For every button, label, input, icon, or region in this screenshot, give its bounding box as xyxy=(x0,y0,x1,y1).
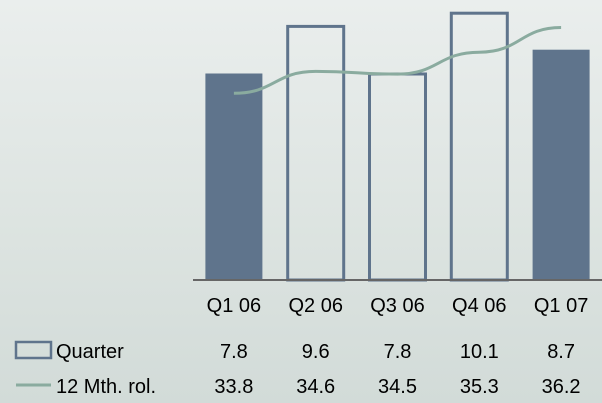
table-cell-rolling: 34.6 xyxy=(296,376,335,398)
table-cell-quarter: 8.7 xyxy=(547,341,575,363)
line-layer xyxy=(233,26,562,95)
table-cell-rolling: 35.3 xyxy=(460,376,499,398)
x-tick-label: Q4 06 xyxy=(452,295,506,317)
table-cell-quarter: 10.1 xyxy=(460,341,499,363)
table-cell-rolling: 33.8 xyxy=(214,376,253,398)
legend-table: Quarter 12 Mth. rol. xyxy=(14,340,156,398)
table-cell-rolling: 36.2 xyxy=(542,376,581,398)
table-cell-rolling: 34.5 xyxy=(378,376,417,398)
x-tick-labels: Q1 06 Q2 06 Q3 06 Q4 06 Q1 07 xyxy=(207,295,589,317)
table-cell-quarter: 7.8 xyxy=(384,341,412,363)
legend-label-quarter: Quarter xyxy=(56,341,124,363)
x-tick-label: Q1 07 xyxy=(534,295,588,317)
legend-row-quarter: Quarter xyxy=(14,340,124,363)
bar-q2-06 xyxy=(286,24,346,282)
legend-label-rolling: 12 Mth. rol. xyxy=(56,376,156,398)
x-tick-label: Q2 06 xyxy=(288,295,342,317)
bar-q3-06 xyxy=(368,72,427,282)
legend-swatch-quarter xyxy=(14,340,53,360)
bar-q1-07 xyxy=(532,49,590,281)
x-tick-label: Q1 06 xyxy=(207,295,261,317)
table-cell-quarter: 7.8 xyxy=(220,341,248,363)
bar-q1-06 xyxy=(205,73,263,281)
bars-layer xyxy=(205,11,590,282)
rolling-12m-line xyxy=(233,26,562,95)
legend-row-rolling: 12 Mth. rol. xyxy=(16,376,156,398)
x-tick-label: Q3 06 xyxy=(370,295,424,317)
table-cell-quarter: 9.6 xyxy=(302,341,330,363)
data-table-values: 7.8 9.6 7.8 10.1 8.7 33.8 34.6 34.5 35.3 36.2 xyxy=(214,341,580,398)
